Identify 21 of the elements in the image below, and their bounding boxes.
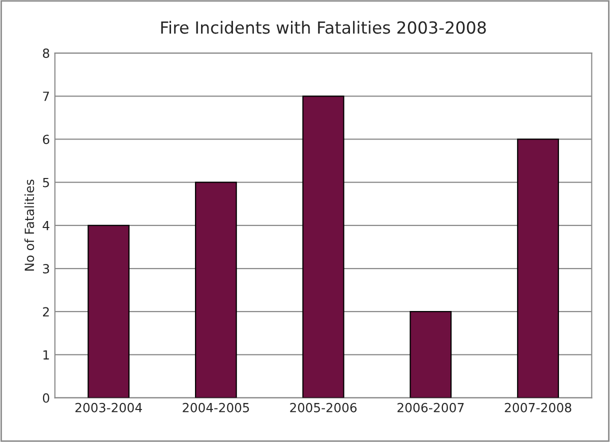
y-tick-label: 7: [43, 92, 49, 101]
bar: [410, 311, 452, 398]
x-tick-label: 2003-2004: [75, 402, 142, 412]
bar: [88, 224, 130, 398]
y-tick-label: 6: [42, 134, 50, 144]
x-tick-label: 2004-2005: [182, 402, 249, 412]
y-tick-label: 2: [43, 307, 49, 316]
x-tick-label: 2006-2007: [398, 402, 464, 412]
y-tick-label: 1: [43, 350, 49, 360]
y-tick-label: 8: [42, 48, 50, 58]
chart-title: Fire Incidents with Fatalities 2003-2008: [161, 20, 486, 34]
x-tick-label: 2007-2008: [504, 402, 572, 412]
y-tick-label: 0: [42, 393, 50, 403]
bar: [194, 182, 237, 398]
y-tick-label: 4: [42, 221, 50, 230]
x-tick-label: 2005-2006: [290, 402, 357, 412]
y-axis-title: No of Fatalities: [24, 180, 34, 271]
bar: [302, 96, 344, 398]
y-tick-label: 3: [43, 264, 50, 274]
y-tick-label: 5: [43, 178, 49, 188]
bar: [517, 138, 559, 398]
